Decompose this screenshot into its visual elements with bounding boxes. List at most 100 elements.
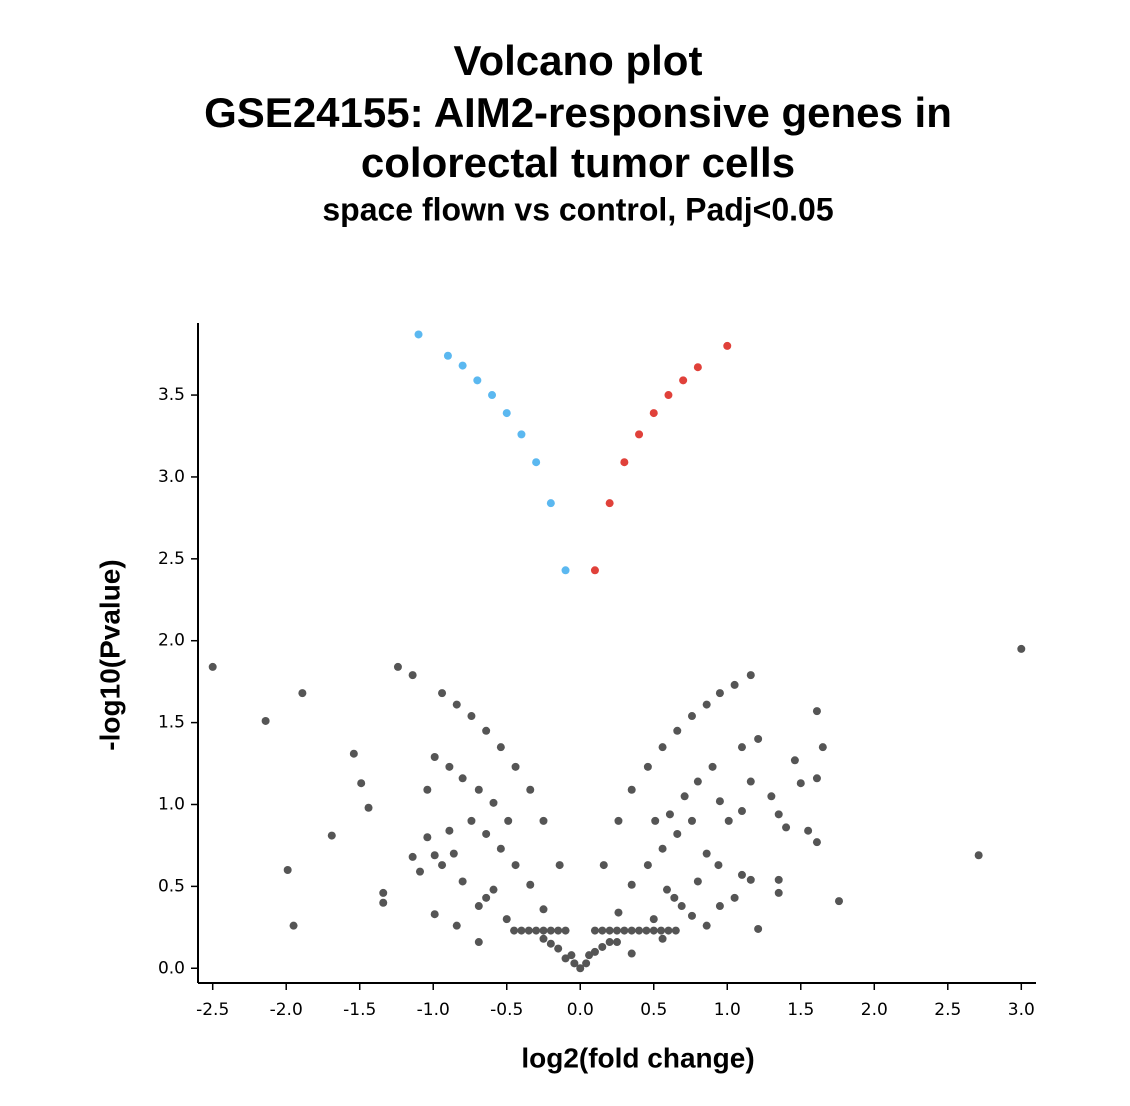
point: [643, 861, 652, 870]
point: [502, 915, 511, 924]
point: [658, 844, 667, 853]
point: [605, 499, 614, 508]
chart-title: Volcano plot: [454, 37, 703, 84]
x-tick-label: 1.0: [714, 1000, 741, 1020]
point: [458, 877, 467, 886]
point: [664, 926, 673, 935]
point: [582, 959, 591, 968]
point: [438, 689, 447, 698]
point: [430, 851, 439, 860]
point: [605, 938, 614, 947]
point: [673, 829, 682, 838]
point: [289, 921, 298, 930]
point: [974, 851, 983, 860]
chart-title: GSE24155: AIM2-responsive genes in: [204, 89, 952, 136]
chart-subtitle: space flown vs control, Padj<0.05: [322, 191, 833, 227]
point: [327, 831, 336, 840]
point: [649, 915, 658, 924]
point: [349, 749, 358, 758]
point: [790, 756, 799, 765]
point: [702, 849, 711, 858]
point: [517, 926, 526, 935]
point: [649, 409, 658, 418]
point: [613, 938, 621, 947]
point: [730, 680, 739, 689]
x-tick-label: -1.0: [417, 1000, 450, 1020]
point: [379, 888, 388, 897]
y-tick-label: 1.5: [158, 713, 185, 733]
chart-title: colorectal tumor cells: [361, 139, 795, 186]
point: [546, 499, 555, 508]
point: [496, 844, 505, 853]
point: [818, 743, 827, 752]
point: [767, 792, 776, 801]
y-axis-label: -log10(Pvalue): [94, 559, 125, 750]
point: [430, 752, 439, 761]
point: [561, 566, 570, 575]
point: [452, 700, 461, 709]
point: [715, 902, 724, 911]
point: [693, 777, 702, 786]
point: [620, 458, 629, 467]
point: [570, 959, 579, 968]
x-tick-label: -1.5: [343, 1000, 376, 1020]
x-tick-label: 2.0: [861, 1000, 888, 1020]
point: [283, 865, 292, 874]
point: [737, 807, 746, 816]
point: [467, 816, 476, 825]
point: [511, 762, 520, 771]
point: [643, 762, 652, 771]
point: [408, 852, 417, 861]
point: [796, 779, 805, 788]
point: [724, 816, 733, 825]
point: [576, 964, 585, 973]
point: [649, 926, 658, 935]
x-tick-label: 0.0: [567, 1000, 594, 1020]
point: [554, 944, 563, 953]
y-tick-label: 2.0: [158, 631, 185, 651]
point: [658, 934, 667, 943]
point: [687, 816, 696, 825]
point: [614, 816, 623, 825]
point: [642, 926, 651, 935]
point: [664, 391, 673, 400]
point: [605, 926, 614, 935]
point: [614, 908, 623, 917]
point: [532, 458, 541, 467]
point: [635, 926, 644, 935]
point: [687, 712, 696, 721]
point: [834, 897, 843, 906]
point: [774, 888, 783, 897]
point: [680, 792, 689, 801]
point: [677, 902, 686, 911]
point: [693, 363, 702, 372]
point: [714, 861, 723, 870]
y-tick-label: 1.0: [158, 794, 185, 814]
point: [423, 785, 432, 794]
point: [567, 951, 576, 960]
point: [670, 893, 679, 902]
point: [357, 779, 366, 788]
point: [746, 777, 755, 786]
point: [635, 430, 644, 439]
point: [488, 391, 497, 400]
point: [627, 880, 636, 889]
point: [546, 926, 555, 935]
point: [555, 861, 564, 870]
point: [474, 785, 483, 794]
point: [754, 924, 763, 933]
y-tick-label: 2.5: [158, 549, 185, 569]
point: [554, 926, 563, 935]
point: [496, 743, 505, 752]
point: [665, 810, 674, 819]
point: [546, 939, 555, 948]
point: [414, 330, 423, 339]
point: [651, 816, 660, 825]
point: [443, 351, 452, 360]
point: [599, 861, 608, 870]
point: [458, 361, 467, 370]
point: [458, 774, 467, 783]
point: [452, 921, 461, 930]
point: [746, 875, 755, 884]
point: [1017, 644, 1026, 653]
